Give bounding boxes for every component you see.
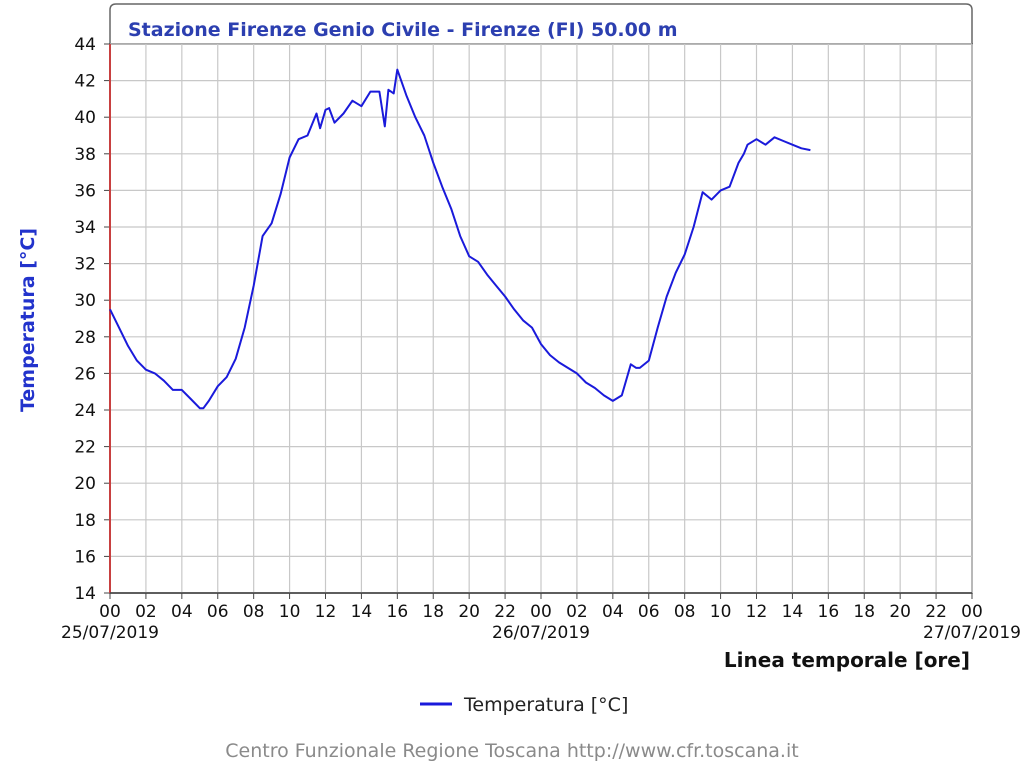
y-tick-label: 30 [74, 291, 96, 311]
legend: Temperatura [°C] [420, 694, 628, 716]
x-tick-label: 00 [99, 602, 121, 622]
y-tick-label: 20 [74, 474, 96, 494]
y-tick-label: 40 [74, 108, 96, 128]
x-tick-label: 20 [889, 602, 911, 622]
x-tick-label: 18 [422, 602, 444, 622]
series-line-temperatura [109, 68, 811, 410]
x-tick-label: 16 [818, 602, 840, 622]
x-tick-label: 10 [279, 602, 301, 622]
x-date-label: 25/07/2019 [61, 623, 159, 643]
x-tick-label: 00 [530, 602, 552, 622]
y-axis-label: Temperatura [°C] [17, 228, 39, 412]
x-axis-label: Linea temporale [ore] [724, 648, 970, 672]
x-tick-label: 08 [243, 602, 265, 622]
x-tick-label: 06 [207, 602, 229, 622]
x-date-label: 27/07/2019 [923, 623, 1021, 643]
y-tick-label: 22 [74, 438, 96, 458]
y-tick-label: 42 [74, 72, 96, 92]
x-tick-label: 10 [710, 602, 732, 622]
x-tick-label: 14 [782, 602, 804, 622]
x-tick-label: 14 [351, 602, 373, 622]
y-tick-label: 28 [74, 328, 96, 348]
x-tick-label: 02 [135, 602, 157, 622]
legend-label: Temperatura [°C] [463, 694, 628, 716]
y-tick-label: 34 [74, 218, 96, 238]
y-tick-label: 16 [74, 547, 96, 567]
y-tick-label: 36 [74, 181, 96, 201]
y-tick-label: 24 [74, 401, 96, 421]
x-tick-label: 08 [674, 602, 696, 622]
x-tick-label: 16 [387, 602, 409, 622]
chart-title: Stazione Firenze Genio Civile - Firenze … [128, 19, 678, 41]
x-tick-label: 22 [494, 602, 516, 622]
y-tick-label: 26 [74, 364, 96, 384]
x-tick-label: 04 [171, 602, 193, 622]
chart-title-bar: Stazione Firenze Genio Civile - Firenze … [109, 3, 973, 45]
y-tick-label: 38 [74, 145, 96, 165]
x-tick-label: 06 [638, 602, 660, 622]
series-group [109, 68, 811, 410]
x-tick-label: 12 [315, 602, 337, 622]
footer-credit: Centro Funzionale Regione Toscana http:/… [225, 740, 799, 762]
x-axis-ticks: 00 02 04 06 08 10 12 14 16 18 20 22 00 02 04 06 08 10 12 14… [61, 593, 1021, 643]
y-axis-ticks: 14 16 18 20 22 24 26 28 30 32 34 36 38 40 42 44 [74, 35, 110, 604]
x-tick-label: 02 [566, 602, 588, 622]
y-tick-label: 14 [74, 584, 96, 604]
x-date-label: 26/07/2019 [492, 623, 590, 643]
x-tick-label: 20 [458, 602, 480, 622]
y-tick-label: 32 [74, 255, 96, 275]
x-tick-label: 00 [961, 602, 983, 622]
x-tick-label: 18 [853, 602, 875, 622]
x-tick-label: 22 [925, 602, 947, 622]
x-tick-label: 04 [602, 602, 624, 622]
x-tick-label: 12 [746, 602, 768, 622]
y-tick-label: 18 [74, 511, 96, 531]
y-tick-label: 44 [74, 35, 96, 55]
